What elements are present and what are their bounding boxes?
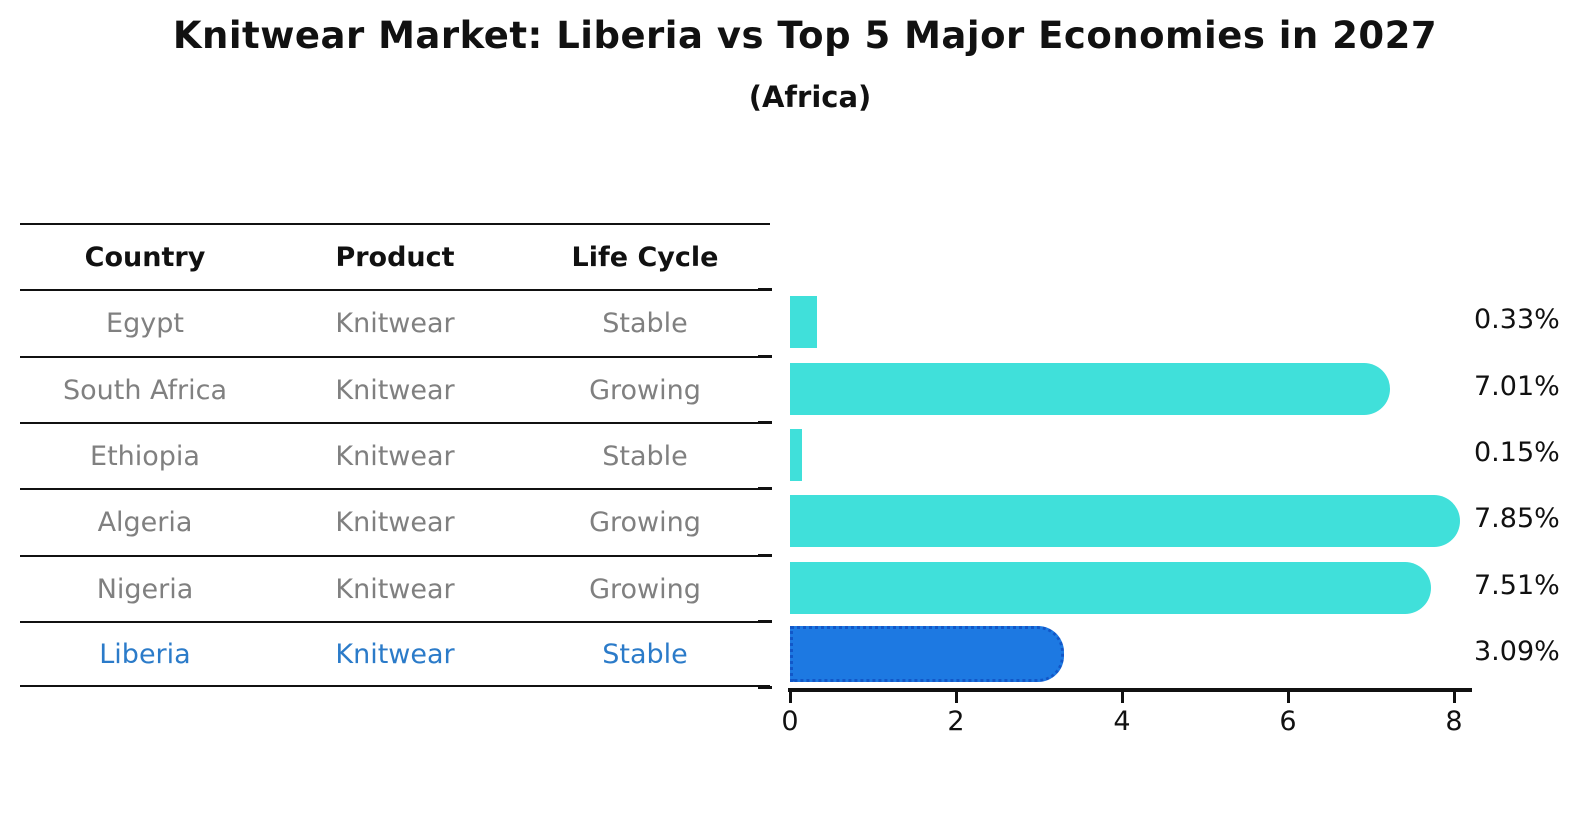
y-axis-tick bbox=[758, 288, 772, 291]
x-axis-line bbox=[788, 688, 1472, 692]
bar-value-label-egypt: 0.33% bbox=[1474, 304, 1560, 335]
bar-value-label-south-africa: 7.01% bbox=[1474, 371, 1560, 402]
column-header-product: Product bbox=[335, 241, 455, 273]
cell-nigeria-product: Knitwear bbox=[335, 573, 455, 605]
cell-algeria-product: Knitwear bbox=[335, 506, 455, 538]
x-axis-tick-label-4: 4 bbox=[1113, 706, 1131, 737]
table-header-row: Country Product Life Cycle bbox=[20, 223, 770, 289]
bar-south-africa bbox=[790, 363, 1390, 415]
bar-algeria bbox=[790, 495, 1460, 547]
cell-south-africa-life-cycle: Growing bbox=[589, 374, 701, 406]
bar-value-label-algeria: 7.85% bbox=[1474, 503, 1560, 534]
y-axis-tick bbox=[758, 355, 772, 358]
table-row-algeria: Algeria Knitwear Growing bbox=[20, 488, 770, 554]
x-axis-tick-label-8: 8 bbox=[1445, 706, 1463, 737]
x-axis-tick-2 bbox=[955, 692, 958, 703]
table-row-liberia: Liberia Knitwear Stable bbox=[20, 621, 770, 687]
cell-nigeria-country: Nigeria bbox=[96, 573, 194, 605]
x-axis-tick-0 bbox=[789, 692, 792, 703]
cell-south-africa-product: Knitwear bbox=[335, 374, 455, 406]
country-table: Country Product Life Cycle Egypt Knitwear Sta… bbox=[20, 223, 770, 687]
table-row-nigeria: Nigeria Knitwear Growing bbox=[20, 555, 770, 621]
bar-value-label-nigeria: 7.51% bbox=[1474, 570, 1560, 601]
y-axis-tick bbox=[758, 620, 772, 623]
chart-title: Knitwear Market: Liberia vs Top 5 Major … bbox=[172, 14, 1438, 57]
x-axis-tick-label-0: 0 bbox=[781, 706, 799, 737]
cell-egypt-life-cycle: Stable bbox=[602, 307, 688, 339]
column-header-country: Country bbox=[84, 241, 206, 273]
table-row-ethiopia: Ethiopia Knitwear Stable bbox=[20, 422, 770, 488]
cell-algeria-life-cycle: Growing bbox=[589, 506, 701, 538]
bar-nigeria bbox=[790, 562, 1431, 614]
x-axis-tick-4 bbox=[1121, 692, 1124, 703]
column-header-life-cycle: Life Cycle bbox=[571, 241, 719, 273]
cell-ethiopia-country: Ethiopia bbox=[90, 440, 200, 472]
x-axis-tick-6 bbox=[1287, 692, 1290, 703]
cell-egypt-country: Egypt bbox=[106, 307, 184, 339]
x-axis-tick-8 bbox=[1453, 692, 1456, 703]
chart-subtitle: (Africa) bbox=[748, 80, 872, 114]
bar-egypt bbox=[790, 296, 817, 348]
y-axis-tick bbox=[758, 554, 772, 557]
cell-algeria-country: Algeria bbox=[97, 506, 193, 538]
bar-value-label-liberia: 3.09% bbox=[1474, 636, 1560, 667]
y-axis-tick bbox=[758, 686, 772, 689]
cell-ethiopia-life-cycle: Stable bbox=[602, 440, 688, 472]
cell-ethiopia-product: Knitwear bbox=[335, 440, 455, 472]
x-axis-tick-label-6: 6 bbox=[1279, 706, 1297, 737]
bar-value-label-ethiopia: 0.15% bbox=[1474, 437, 1560, 468]
y-axis-tick bbox=[758, 421, 772, 424]
cell-south-africa-country: South Africa bbox=[62, 374, 228, 406]
table-row-egypt: Egypt Knitwear Stable bbox=[20, 289, 770, 355]
bar-liberia bbox=[790, 626, 1064, 682]
x-axis-tick-label-2: 2 bbox=[947, 706, 965, 737]
cell-nigeria-life-cycle: Growing bbox=[589, 573, 701, 605]
cell-liberia-product: Knitwear bbox=[335, 638, 455, 670]
cell-liberia-life-cycle: Stable bbox=[602, 638, 688, 670]
cell-egypt-product: Knitwear bbox=[335, 307, 455, 339]
y-axis-tick bbox=[758, 487, 772, 490]
cell-liberia-country: Liberia bbox=[99, 638, 191, 670]
table-row-south-africa: South Africa Knitwear Growing bbox=[20, 356, 770, 422]
bar-ethiopia bbox=[790, 429, 802, 481]
